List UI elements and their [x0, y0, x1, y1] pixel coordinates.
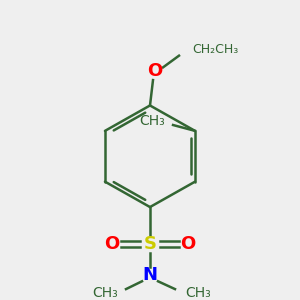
Text: N: N [142, 266, 158, 284]
Text: CH₂CH₃: CH₂CH₃ [192, 43, 238, 56]
Text: O: O [104, 235, 120, 253]
Text: O: O [180, 235, 196, 253]
Text: CH₃: CH₃ [92, 286, 118, 300]
Text: CH₃: CH₃ [185, 286, 211, 300]
Text: S: S [143, 235, 157, 253]
Text: CH₃: CH₃ [139, 114, 165, 128]
Text: O: O [147, 62, 163, 80]
